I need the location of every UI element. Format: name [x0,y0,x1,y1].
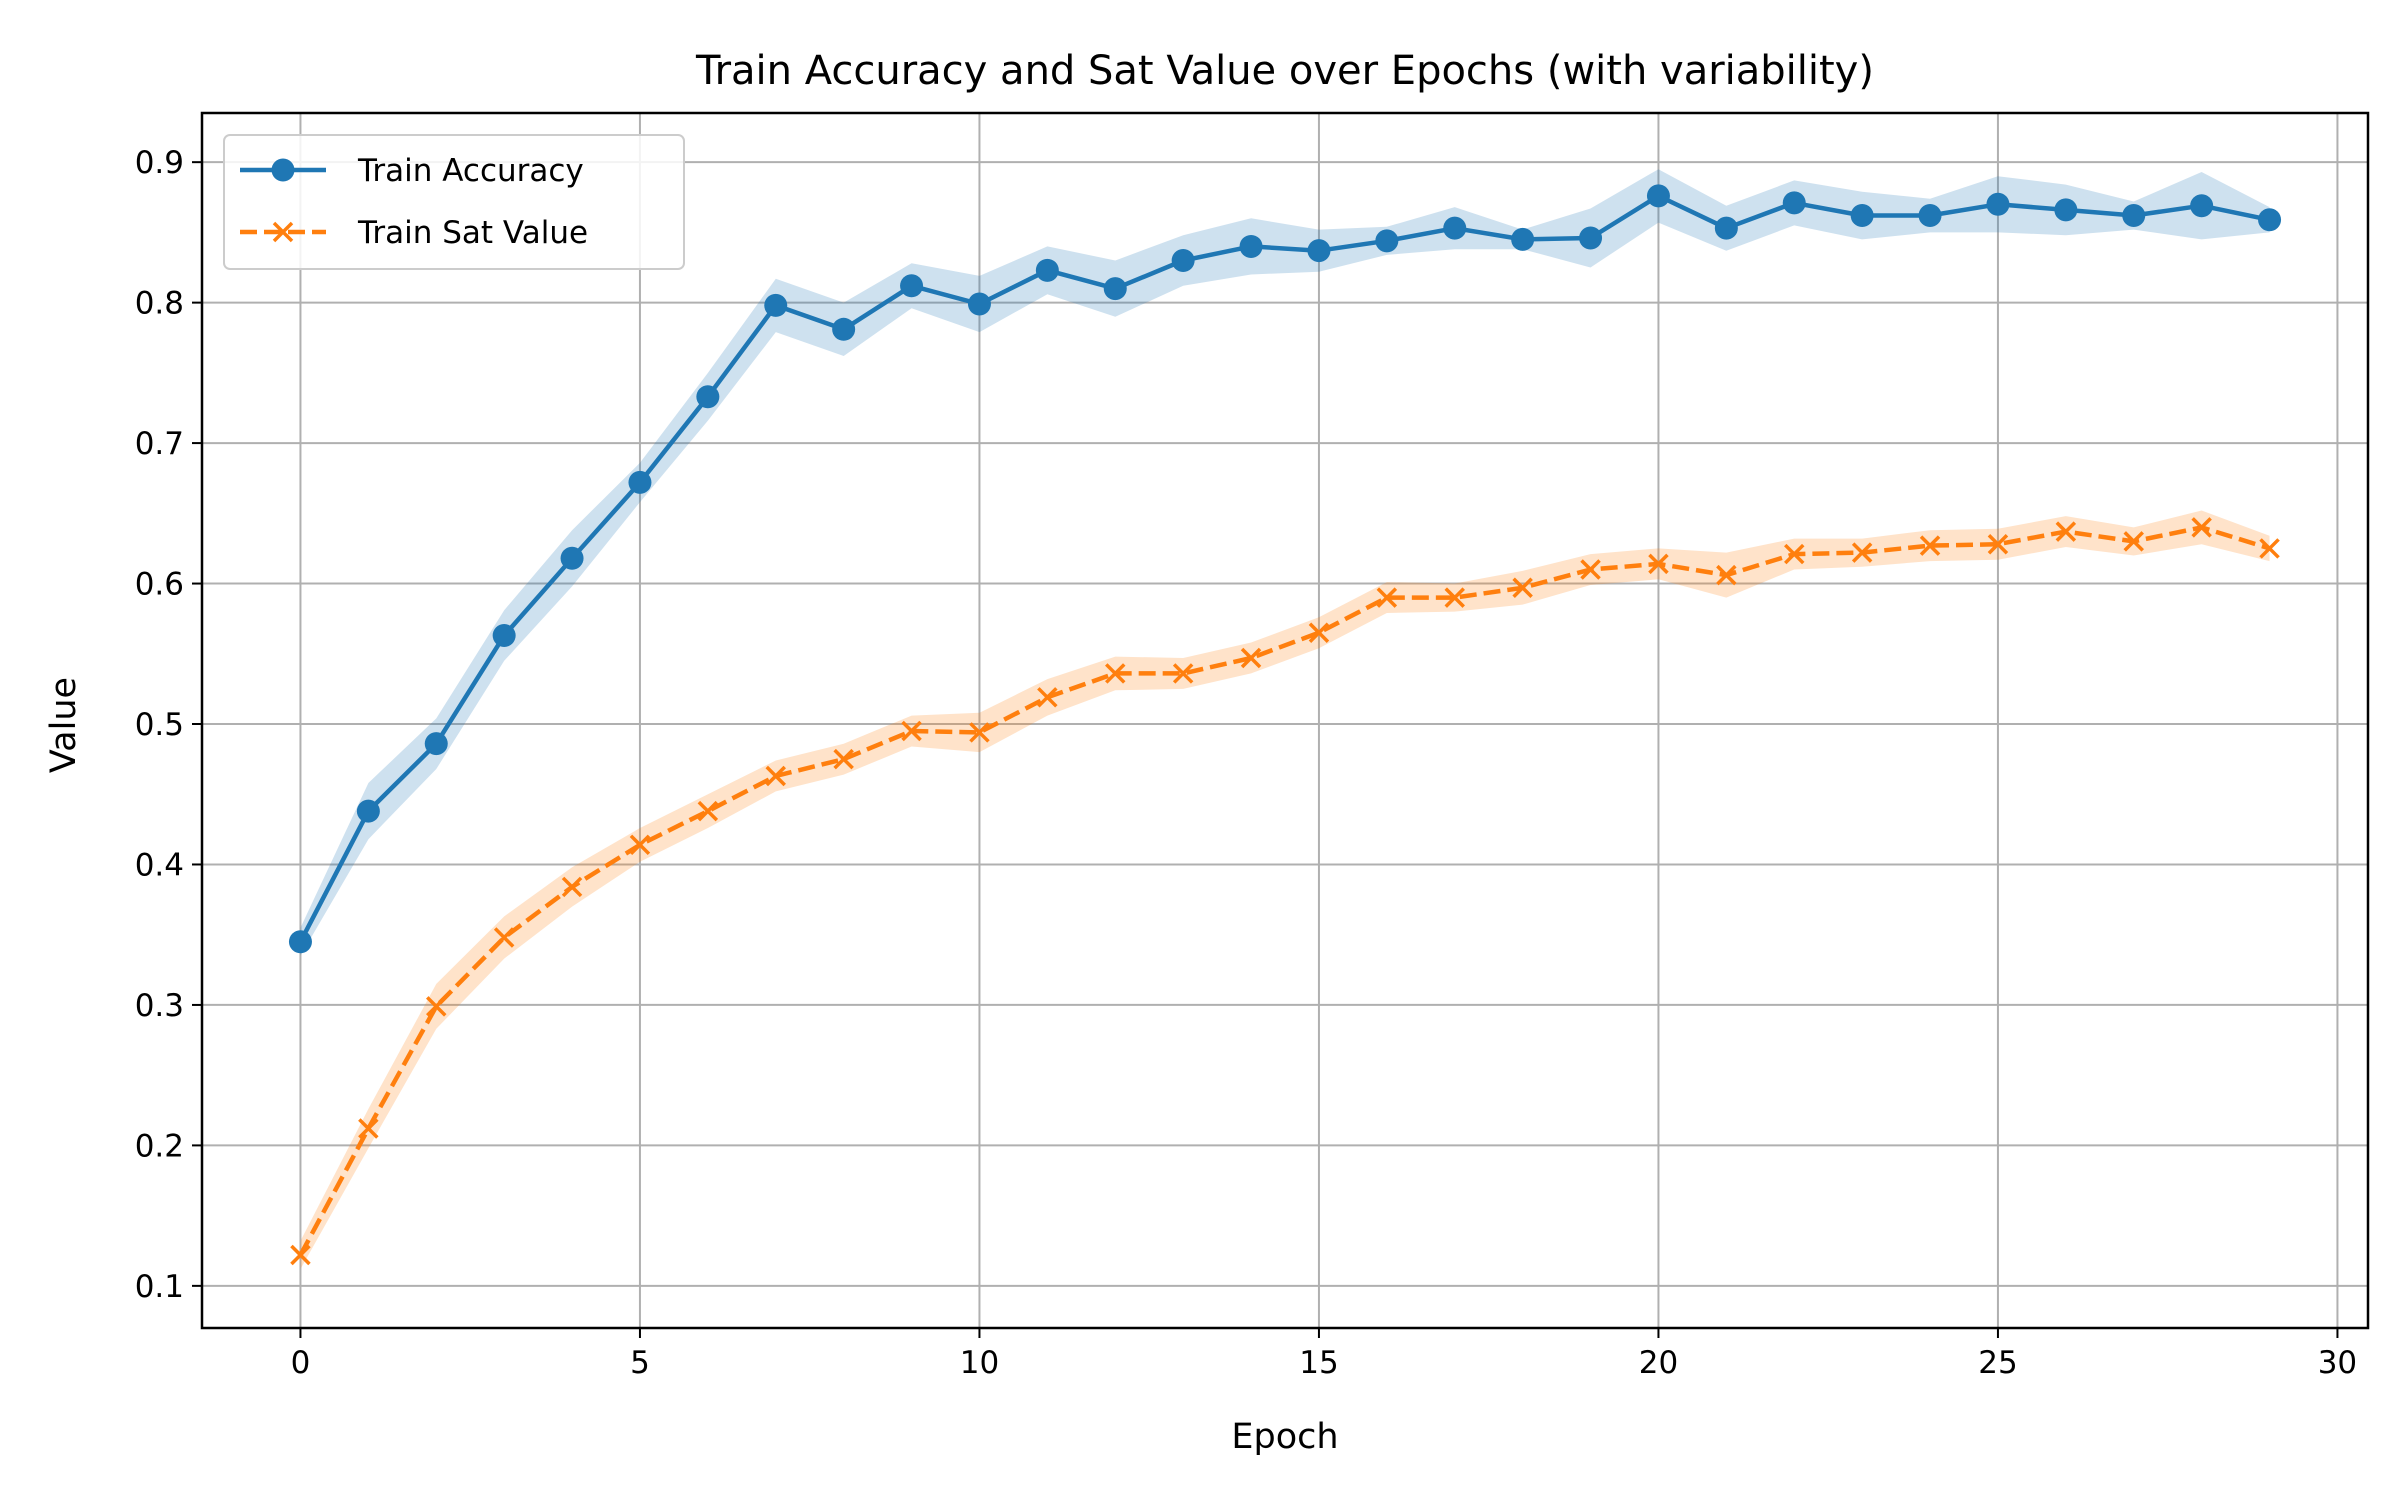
series-2-point [697,800,719,822]
series-2-point [1919,535,1941,556]
y-tick-label: 0.8 [135,286,184,322]
series-2-point [1376,587,1398,608]
series-2-point [2055,521,2077,542]
series-1-point [1646,184,1670,208]
series-1-point [2054,198,2078,222]
y-tick-label: 0.4 [135,847,184,883]
series-2-point [1444,587,1465,608]
y-axis-label: Value [44,677,84,773]
legend: Train Accuracy Train Sat Value [223,134,685,270]
series-1-point [900,274,924,298]
series-1-point [764,293,788,317]
axes-frame [200,111,2370,1330]
series-1-point [628,470,652,494]
series-1-point [1986,192,2010,216]
x-tick-label: 0 [291,1345,311,1381]
series-2-point [765,765,786,787]
series-1-point [1850,204,1874,228]
x-tick-label: 5 [630,1345,650,1381]
x-tick-label: 20 [1639,1345,1678,1381]
series-1-point [832,317,856,341]
chart-title: Train Accuracy and Sat Value over Epochs… [695,48,1874,94]
x-axis-label: Epoch [1231,1417,1338,1457]
series-2-point [426,996,447,1017]
series-2-point [1037,687,1058,708]
series-1-point [424,732,448,756]
series-2-point [2123,531,2144,552]
series-2-point [1716,564,1737,586]
series-1-point [1375,229,1399,253]
series-2-line [298,525,2271,1257]
series-2-point [1851,542,1873,563]
x-tick-label: 10 [960,1345,999,1381]
legend-marker-2 [272,221,294,243]
series-2-point [1580,559,1601,580]
series-1-point [1443,216,1467,240]
series-2-point [493,927,515,948]
series-2-point [1987,533,2009,555]
legend-label-1: Train Accuracy [357,153,584,189]
series-1-point [1103,277,1127,301]
y-tick-label: 0.3 [135,988,184,1024]
y-tick-label: 0.7 [135,426,184,462]
legend-frame [223,134,685,270]
series-2-point [629,834,651,856]
series-2-point [1172,663,1194,684]
series-1-point [1035,258,1059,282]
series-1-point [967,292,991,316]
series-2-point [2191,517,2212,538]
y-tick-label: 0.6 [135,567,184,603]
series-2-point [833,748,854,770]
series-1-point [2122,204,2146,228]
series-1-point [1307,239,1331,263]
series-2-point [969,722,990,743]
y-tick-label: 0.9 [135,145,184,181]
y-tick-label: 0.2 [135,1128,184,1164]
series-2-point [358,1118,379,1139]
series-1-point [1579,226,1603,250]
y-tick-label: 0.5 [135,707,184,743]
series-2-point [1512,577,1533,599]
plot-area [202,113,2368,1328]
series-2-point [2259,538,2280,559]
series-2-point [1105,663,1126,684]
x-tick-label: 15 [1299,1345,1338,1381]
legend-label-2: Train Sat Value [357,215,588,251]
series-2-point [561,876,583,898]
series-2-point [1784,543,1805,565]
legend-marker-1 [271,158,295,182]
series-1-point [492,624,516,648]
series-1-point [1918,204,1942,228]
series-2-point [901,720,922,742]
series-1-point [1782,191,1806,215]
series-1-point [1239,234,1263,258]
series-1-point [696,385,720,409]
series-1-point [2190,194,2214,218]
series-1-point [560,546,584,570]
series-2-point [290,1244,311,1266]
series-1-point [288,930,312,954]
series-1-point [356,799,380,823]
series-1-point [2258,208,2282,232]
series-1-point [1714,216,1738,240]
series-2-point [1240,647,1262,669]
series-2-point [1308,622,1330,643]
x-tick-label: 30 [2318,1345,2357,1381]
series-1-point [1511,227,1535,251]
x-tick-label: 25 [1978,1345,2017,1381]
y-tick-label: 0.1 [135,1269,184,1305]
series-1-point [1171,248,1195,272]
series-2-point [1648,553,1669,575]
